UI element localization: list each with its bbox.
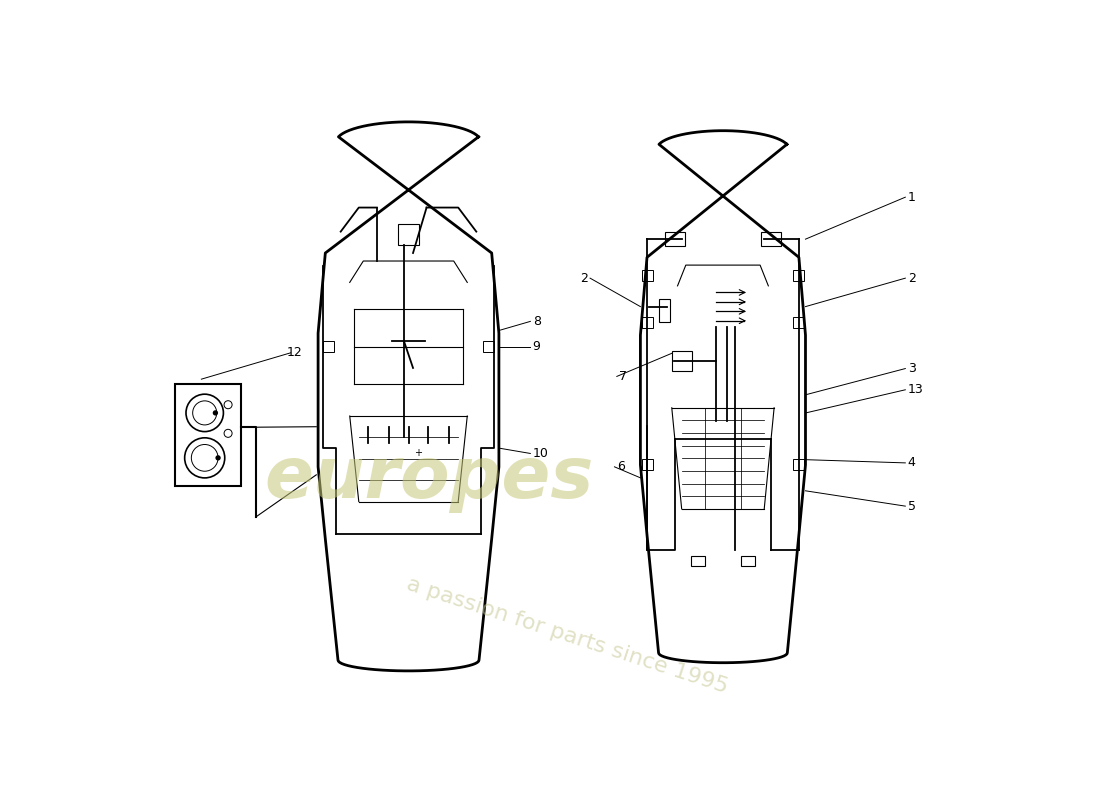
Text: 6: 6 — [617, 460, 625, 474]
Text: +: + — [414, 449, 421, 458]
Bar — [323, 341, 334, 352]
Text: a passion for parts since 1995: a passion for parts since 1995 — [404, 574, 730, 698]
Bar — [641, 317, 652, 328]
Text: 1: 1 — [908, 190, 915, 204]
Bar — [740, 556, 755, 566]
Text: 9: 9 — [532, 340, 540, 353]
Bar — [641, 459, 652, 470]
Bar — [691, 556, 705, 566]
Bar — [641, 270, 652, 281]
Bar — [672, 351, 692, 371]
Bar — [398, 223, 419, 245]
Text: 3: 3 — [908, 362, 915, 375]
Bar — [664, 232, 685, 246]
Bar — [760, 232, 781, 246]
Text: 5: 5 — [908, 500, 915, 513]
Bar — [175, 384, 242, 486]
Circle shape — [216, 455, 221, 461]
Text: 12: 12 — [287, 346, 303, 359]
Bar — [659, 299, 670, 322]
Bar — [483, 341, 494, 352]
Text: 2: 2 — [580, 272, 587, 285]
Text: europes: europes — [264, 444, 594, 513]
Text: 10: 10 — [532, 447, 549, 460]
Bar — [793, 459, 804, 470]
Bar — [793, 317, 804, 328]
Text: 2: 2 — [908, 272, 915, 285]
Text: 8: 8 — [532, 315, 541, 328]
Text: 7: 7 — [619, 370, 627, 383]
Text: 4: 4 — [908, 456, 915, 470]
Bar — [793, 270, 804, 281]
Circle shape — [212, 410, 218, 415]
Text: 13: 13 — [908, 383, 923, 396]
